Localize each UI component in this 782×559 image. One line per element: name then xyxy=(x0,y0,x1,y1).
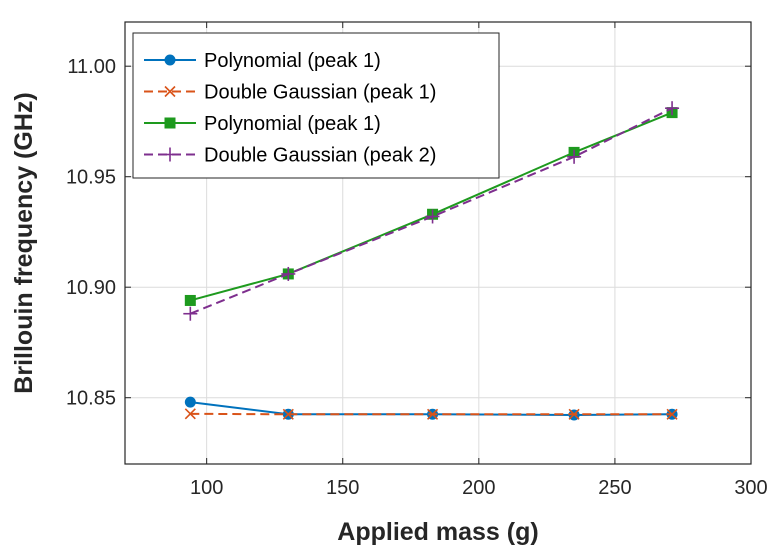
x-tick-label: 250 xyxy=(598,477,631,499)
marker-stroke xyxy=(426,408,439,420)
data-point xyxy=(425,209,440,224)
data-point xyxy=(426,408,439,420)
data-point xyxy=(567,149,582,164)
data-point xyxy=(183,306,198,321)
marker-stroke xyxy=(164,85,176,98)
x-tick-label: 300 xyxy=(734,477,767,499)
data-point xyxy=(282,408,294,420)
legend-label: Polynomial (peak 1) xyxy=(204,50,381,72)
data-point xyxy=(666,408,678,420)
series-line xyxy=(189,107,673,315)
legend-item: Double Gaussian (peak 1) xyxy=(144,82,436,104)
legend-label: Polynomial (peak 1) xyxy=(204,113,381,135)
plot-area-frame xyxy=(124,21,752,465)
data-point xyxy=(568,408,580,420)
data-point xyxy=(184,294,196,306)
legend-label: Double Gaussian (peak 2) xyxy=(204,145,436,167)
series-2 xyxy=(184,408,678,420)
legend-marker xyxy=(164,85,176,98)
marker-stroke xyxy=(568,408,580,420)
x-tick-label: 200 xyxy=(462,477,495,499)
series-layer xyxy=(183,101,680,421)
y-tick-label: 10.90 xyxy=(66,277,116,299)
series-4 xyxy=(183,101,680,321)
legend: Polynomial (peak 1) Double Gaussian (peak… xyxy=(132,32,500,179)
marker-stroke xyxy=(184,408,196,420)
y-tick-label: 11.00 xyxy=(67,56,116,78)
data-point xyxy=(665,101,680,116)
legend-item: Polynomial (peak 1) xyxy=(144,113,381,135)
marker-stroke xyxy=(666,408,678,420)
axis-ticks: 100 150 200 250 300 10.85 10.90 10.95 11.00 xyxy=(66,22,768,499)
y-axis-label: Brillouin frequency (GHz) xyxy=(10,92,38,393)
x-axis-label: Applied mass (g) xyxy=(337,518,538,546)
legend-item: Double Gaussian (peak 2) xyxy=(144,145,436,167)
x-tick-label: 100 xyxy=(190,477,223,499)
legend-marker xyxy=(163,147,177,162)
legend-marker xyxy=(164,54,176,66)
marker-stroke xyxy=(282,408,294,420)
data-point xyxy=(184,408,196,420)
legend-marker xyxy=(164,117,176,129)
y-tick-label: 10.95 xyxy=(66,167,116,189)
legend-item: Polynomial (peak 1) xyxy=(144,50,381,72)
x-tick-label: 150 xyxy=(326,477,359,499)
data-point xyxy=(184,396,196,408)
legend-label: Double Gaussian (peak 1) xyxy=(204,82,436,104)
y-tick-label: 10.85 xyxy=(66,388,116,410)
data-point xyxy=(281,266,296,281)
